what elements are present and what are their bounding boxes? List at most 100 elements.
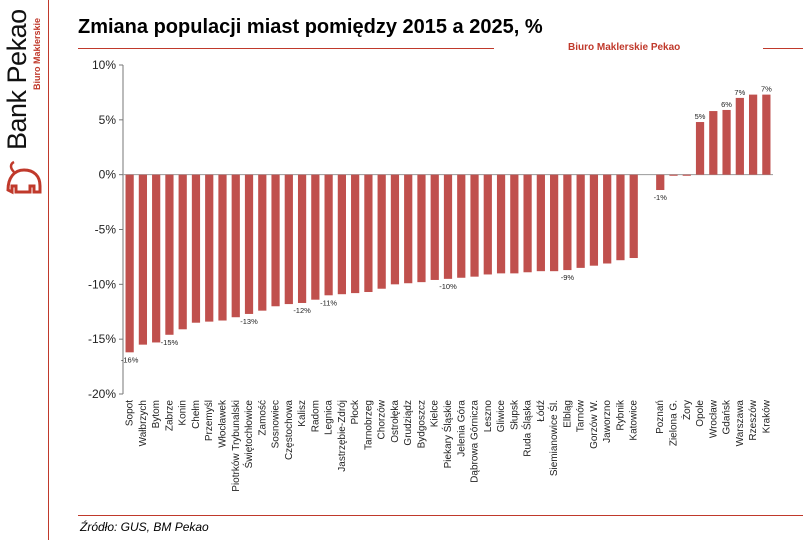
x-category-label: Żory (680, 400, 693, 420)
bar (550, 174, 559, 272)
bar (205, 174, 214, 322)
y-tick-label: 10% (92, 58, 116, 72)
bar (165, 174, 174, 335)
x-category-label: Ostrołęka (390, 400, 401, 443)
x-category-label: Poznań (655, 400, 666, 434)
x-category-label: Sosnowiec (271, 400, 282, 448)
bar (510, 174, 519, 274)
data-label: -16% (121, 355, 139, 364)
bar (748, 94, 758, 175)
bar (722, 109, 731, 175)
x-category-label: Warszawa (735, 400, 746, 447)
y-tick-label: -5% (95, 223, 117, 237)
bar (404, 174, 413, 284)
data-label: -12% (293, 306, 311, 315)
bar (218, 174, 227, 321)
bar (125, 174, 134, 353)
y-tick-label: -20% (88, 387, 116, 401)
x-category-label: Chełm (191, 400, 202, 429)
x-category-label: Radom (310, 400, 321, 432)
x-category-label: Chorzów (377, 399, 388, 439)
data-label: 7% (734, 88, 745, 97)
data-label: -11% (320, 298, 337, 307)
x-category-label: Słupsk (509, 399, 520, 430)
bar (430, 174, 439, 280)
x-category-label: Leszno (483, 400, 494, 433)
bar (682, 174, 691, 176)
source-note: Źródło: GUS, BM Pekao (80, 520, 209, 534)
y-tick-label: 5% (99, 113, 117, 127)
bar (709, 111, 718, 175)
bar (231, 174, 240, 318)
x-category-label: Piekary Śląskie (441, 400, 454, 469)
bar (735, 97, 744, 175)
x-category-label: Dąbrowa Górnicza (470, 400, 481, 483)
x-category-label: Jaworzno (602, 400, 613, 443)
bar (629, 174, 638, 259)
page-title: Zmiana populacji miast pomiędzy 2015 a 2… (78, 16, 543, 38)
bar (483, 174, 492, 275)
x-category-label: Wrocław (708, 399, 719, 438)
data-label: -9% (561, 273, 575, 282)
footer-rule (78, 515, 803, 516)
x-category-label: Łódź (536, 400, 547, 422)
bar (244, 174, 254, 314)
x-category-label: Jelenia Góra (456, 400, 467, 457)
header-rule-right (763, 48, 803, 49)
bar (496, 174, 506, 274)
bar (311, 174, 320, 300)
data-label: -1% (654, 193, 668, 202)
bar (284, 174, 293, 305)
x-category-label: Bytom (151, 400, 162, 428)
x-category-label: Gliwice (496, 400, 507, 433)
bar (337, 174, 346, 295)
data-label: -13% (240, 317, 258, 326)
data-label: -15% (161, 338, 179, 347)
sidebar-divider (48, 0, 49, 540)
x-category-label: Grudziądz (403, 400, 414, 446)
x-category-label: Zamość (257, 400, 268, 436)
bar (536, 174, 545, 272)
x-category-label: Siemianowice Śl. (547, 400, 560, 476)
x-category-label: Ruda Śląska (521, 400, 534, 457)
x-category-label: Tarnobrzeg (363, 400, 374, 450)
data-label: 6% (721, 100, 732, 109)
y-tick-label: -15% (88, 332, 116, 346)
pekao-bison-icon (6, 160, 42, 195)
bar (762, 94, 771, 175)
bar (457, 174, 466, 278)
bar (324, 174, 333, 296)
bar (656, 174, 665, 191)
x-category-label: Zabrze (164, 400, 175, 432)
bar (258, 174, 267, 311)
x-category-label: Zielona G. (669, 400, 680, 446)
brand-sidebar: Bank Pekao Biuro Maklerskie (0, 0, 50, 540)
bar (669, 174, 678, 176)
x-category-label: Bydgoszcz (416, 400, 427, 448)
x-category-label: Włocławek (217, 399, 228, 448)
header-rule-left (78, 48, 494, 49)
bar (351, 174, 360, 294)
x-category-label: Kielce (430, 400, 441, 428)
x-category-label: Kraków (761, 399, 772, 433)
x-category-label: Konin (178, 400, 189, 426)
bar (589, 174, 599, 266)
bar (695, 122, 705, 175)
bar (377, 174, 386, 289)
y-tick-label: -10% (88, 277, 116, 291)
bar (563, 174, 572, 271)
bar (470, 174, 479, 277)
x-category-label: Płock (350, 399, 361, 424)
bar (138, 174, 148, 345)
x-category-label: Elbląg (562, 400, 573, 428)
x-category-label: Gorzów W. (589, 400, 600, 449)
bar (616, 174, 625, 261)
x-category-label: Legnica (324, 400, 335, 435)
bar (523, 174, 532, 273)
bar (443, 174, 453, 279)
bar (390, 174, 400, 285)
x-category-label: Kalisz (297, 400, 308, 427)
x-category-label: Rzeszów (748, 399, 759, 440)
bar (576, 174, 585, 268)
